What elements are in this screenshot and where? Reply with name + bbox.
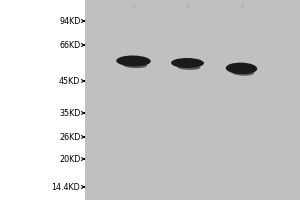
Ellipse shape (116, 55, 151, 67)
Text: 3: 3 (239, 3, 244, 9)
Text: 35KD: 35KD (59, 108, 80, 117)
Text: 20KD: 20KD (59, 154, 80, 164)
Ellipse shape (171, 58, 204, 68)
Text: 14.4KD: 14.4KD (52, 182, 80, 192)
Ellipse shape (178, 65, 200, 70)
Text: 1: 1 (131, 3, 136, 9)
Text: 45KD: 45KD (59, 76, 80, 86)
Bar (85, 0, 300, 200)
Text: 66KD: 66KD (59, 40, 80, 49)
Text: 94KD: 94KD (59, 17, 80, 25)
Text: 2: 2 (185, 3, 190, 9)
Ellipse shape (123, 63, 147, 68)
Ellipse shape (226, 63, 257, 74)
Ellipse shape (232, 70, 254, 76)
Text: 26KD: 26KD (59, 132, 80, 142)
